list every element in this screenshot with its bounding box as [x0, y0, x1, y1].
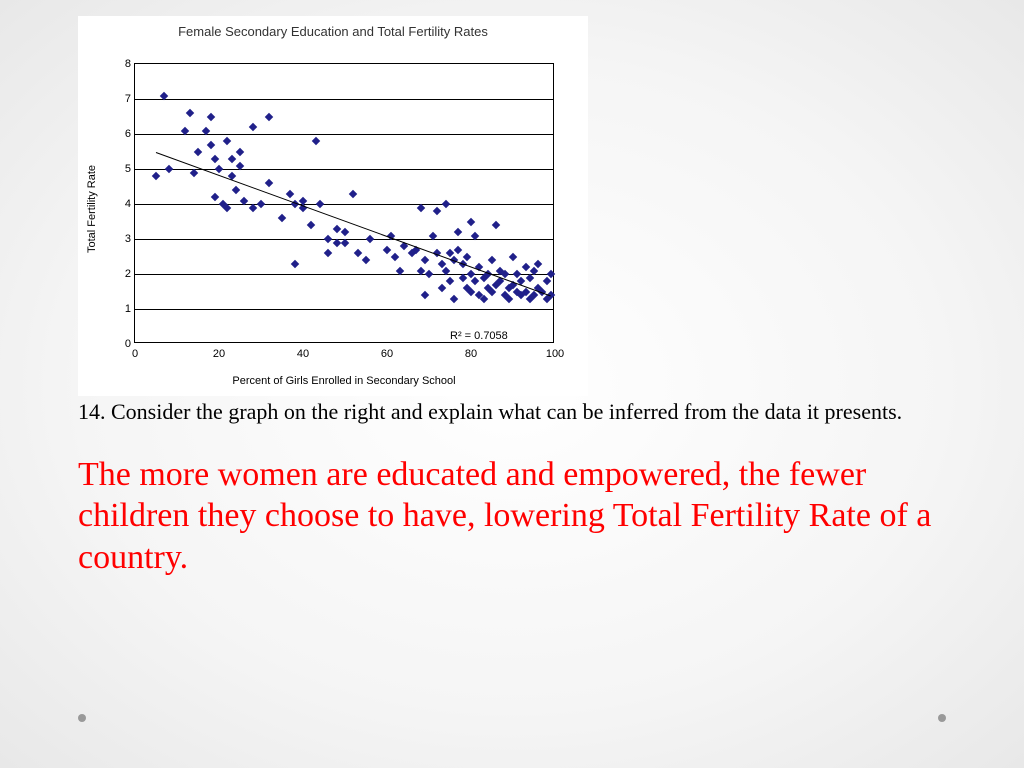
- scatter-point: [185, 109, 193, 117]
- y-tick-label: 1: [115, 303, 131, 315]
- scatter-point: [227, 154, 235, 162]
- scatter-point: [454, 228, 462, 236]
- y-tick-label: 0: [115, 338, 131, 350]
- scatter-point: [467, 217, 475, 225]
- r-squared-label: R² = 0.7058: [450, 330, 508, 342]
- x-tick-label: 80: [465, 348, 477, 360]
- chart-title: Female Secondary Education and Total Fer…: [78, 16, 588, 43]
- answer-text: The more women are educated and empowere…: [78, 454, 946, 578]
- scatter-point: [223, 137, 231, 145]
- scatter-point: [286, 189, 294, 197]
- scatter-point: [164, 165, 172, 173]
- grid-line: [135, 204, 553, 205]
- chart-body: Total Fertility Rate 0123456780204060801…: [78, 43, 588, 393]
- grid-line: [135, 309, 553, 310]
- scatter-point: [366, 235, 374, 243]
- scatter-point: [463, 252, 471, 260]
- grid-line: [135, 134, 553, 135]
- scatter-point: [211, 154, 219, 162]
- scatter-point: [324, 235, 332, 243]
- scatter-point: [421, 291, 429, 299]
- scatter-point: [278, 214, 286, 222]
- scatter-point: [362, 256, 370, 264]
- y-tick-label: 2: [115, 268, 131, 280]
- x-tick-label: 20: [213, 348, 225, 360]
- grid-line: [135, 99, 553, 100]
- scatter-point: [265, 112, 273, 120]
- scatter-point: [341, 228, 349, 236]
- scatter-point: [534, 259, 542, 267]
- scatter-point: [206, 112, 214, 120]
- y-tick-label: 7: [115, 93, 131, 105]
- scatter-point: [349, 189, 357, 197]
- y-tick-label: 6: [115, 128, 131, 140]
- scatter-point: [433, 207, 441, 215]
- scatter-point: [492, 221, 500, 229]
- y-tick-label: 4: [115, 198, 131, 210]
- chart-container: Female Secondary Education and Total Fer…: [78, 16, 588, 396]
- scatter-point: [353, 249, 361, 257]
- scatter-point: [194, 147, 202, 155]
- scatter-point: [488, 256, 496, 264]
- x-tick-label: 60: [381, 348, 393, 360]
- scatter-point: [425, 270, 433, 278]
- scatter-point: [324, 249, 332, 257]
- scatter-point: [450, 294, 458, 302]
- x-tick-label: 40: [297, 348, 309, 360]
- grid-line: [135, 169, 553, 170]
- scatter-point: [206, 140, 214, 148]
- scatter-point: [316, 200, 324, 208]
- plot-area: 012345678020406080100R² = 0.7058: [134, 63, 554, 343]
- question-text: 14. Consider the graph on the right and …: [78, 398, 946, 426]
- scatter-point: [248, 123, 256, 131]
- y-tick-label: 3: [115, 233, 131, 245]
- scatter-point: [307, 221, 315, 229]
- scatter-point: [290, 259, 298, 267]
- scatter-point: [542, 277, 550, 285]
- scatter-point: [442, 200, 450, 208]
- scatter-point: [152, 172, 160, 180]
- scatter-point: [236, 147, 244, 155]
- scatter-point: [421, 256, 429, 264]
- y-tick-label: 5: [115, 163, 131, 175]
- scatter-point: [215, 165, 223, 173]
- scatter-point: [437, 284, 445, 292]
- scatter-point: [232, 186, 240, 194]
- x-tick-label: 0: [132, 348, 138, 360]
- y-axis-label: Total Fertility Rate: [86, 165, 98, 253]
- decorative-dot-icon: [78, 714, 86, 722]
- decorative-dot-icon: [938, 714, 946, 722]
- scatter-point: [471, 277, 479, 285]
- scatter-point: [391, 252, 399, 260]
- scatter-point: [509, 252, 517, 260]
- scatter-point: [521, 263, 529, 271]
- scatter-point: [265, 179, 273, 187]
- x-tick-label: 100: [546, 348, 564, 360]
- y-tick-label: 8: [115, 58, 131, 70]
- scatter-point: [454, 245, 462, 253]
- scatter-point: [383, 245, 391, 253]
- scatter-point: [257, 200, 265, 208]
- x-axis-label: Percent of Girls Enrolled in Secondary S…: [134, 375, 554, 387]
- scatter-point: [211, 193, 219, 201]
- scatter-point: [311, 137, 319, 145]
- scatter-point: [446, 277, 454, 285]
